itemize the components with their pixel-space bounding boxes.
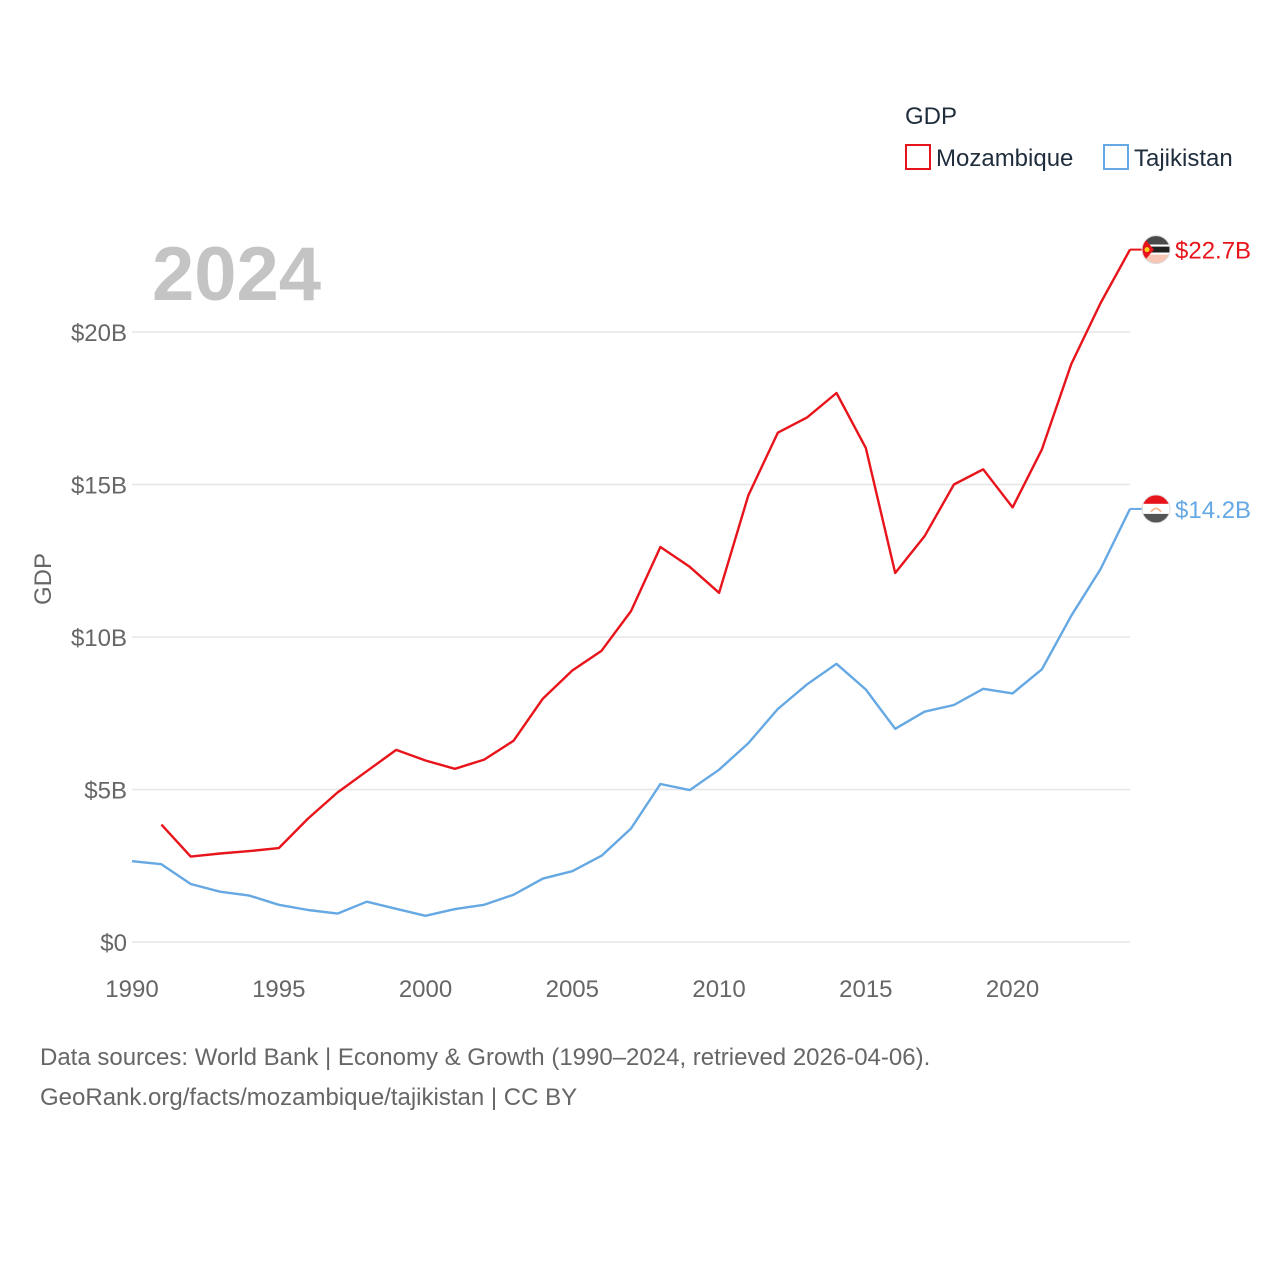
x-axis-ticks: 1990 1995 2000 2005 2010 2015 2020 xyxy=(105,976,1039,1003)
source-line-2[interactable]: GeoRank.org/facts/mozambique/tajikistan … xyxy=(40,1084,578,1111)
y-tick-label: $0 xyxy=(100,930,127,957)
line-tajikistan[interactable] xyxy=(131,508,1132,917)
gdp-line-chart: $0 $5B $10B $15B $20B 1990 1995 2000 2005 2010 20… xyxy=(30,103,1251,1003)
gridlines xyxy=(132,331,1130,943)
year-watermark: 2024 xyxy=(152,232,321,317)
end-value-label-tajikistan: $14.2B xyxy=(1175,497,1251,524)
x-tick-label: 1995 xyxy=(252,976,305,1003)
source-line-1: Data sources: World Bank | Economy & Gro… xyxy=(40,1044,931,1071)
y-axis-label: GDP xyxy=(30,553,57,605)
legend: GDP Mozambique Tajikistan xyxy=(905,103,1233,172)
series-lines xyxy=(131,249,1132,917)
tajikistan-flag-icon xyxy=(1141,494,1171,524)
x-tick-label: 2005 xyxy=(546,976,599,1003)
y-tick-label: $20B xyxy=(71,320,127,347)
legend-swatch-tajikistan xyxy=(1103,144,1129,170)
series-end-labels: $22.7B $14.2B xyxy=(1130,235,1251,524)
legend-label-tajikistan: Tajikistan xyxy=(1134,145,1233,172)
y-axis-ticks: $0 $5B $10B $15B $20B xyxy=(71,320,127,957)
x-tick-label: 1990 xyxy=(105,976,158,1003)
mozambique-flag-icon xyxy=(1141,235,1171,265)
x-tick-label: 2000 xyxy=(399,976,452,1003)
y-tick-label: $5B xyxy=(84,778,127,805)
y-tick-label: $10B xyxy=(71,625,127,652)
legend-item-tajikistan[interactable]: Tajikistan xyxy=(1103,144,1233,172)
legend-title: GDP xyxy=(905,103,957,130)
x-tick-label: 2020 xyxy=(986,976,1039,1003)
legend-label-mozambique: Mozambique xyxy=(936,145,1073,172)
end-value-label-mozambique: $22.7B xyxy=(1175,238,1251,265)
y-tick-label: $15B xyxy=(71,473,127,500)
line-mozambique[interactable] xyxy=(160,249,1132,858)
legend-swatch-mozambique xyxy=(905,144,931,170)
x-tick-label: 2010 xyxy=(692,976,745,1003)
x-tick-label: 2015 xyxy=(839,976,892,1003)
legend-item-mozambique[interactable]: Mozambique xyxy=(905,144,1073,172)
